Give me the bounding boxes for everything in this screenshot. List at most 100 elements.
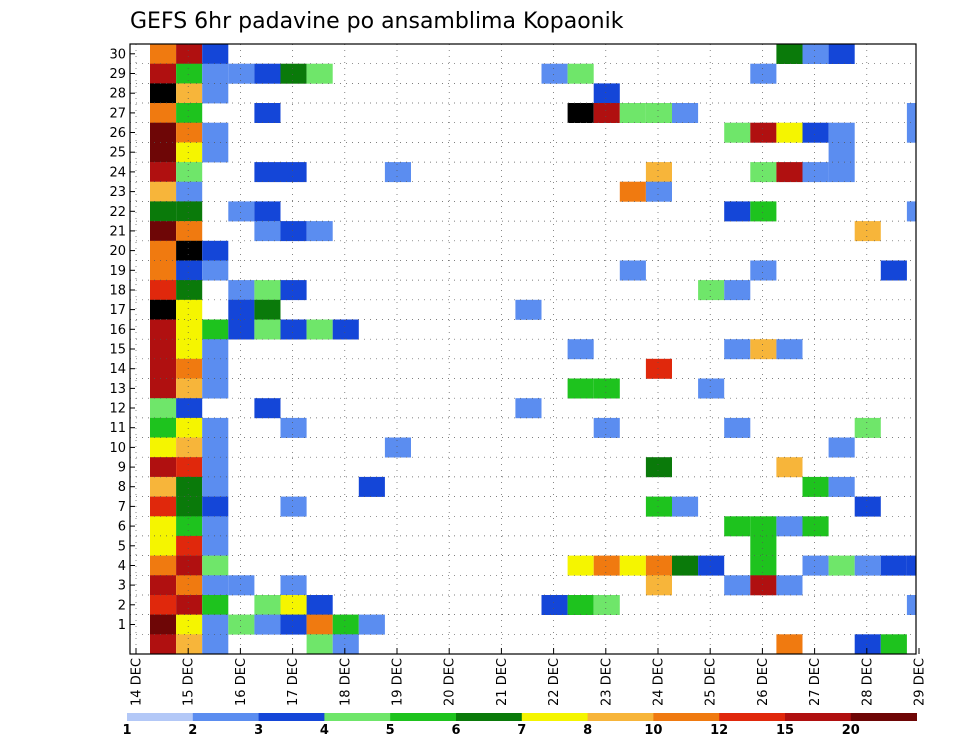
y-tick-label: 20 <box>109 244 126 259</box>
heatmap-cell <box>828 555 855 576</box>
heatmap-cell <box>176 634 203 655</box>
heatmap-cell <box>176 339 203 360</box>
heatmap-cell <box>150 437 177 458</box>
heatmap-cell <box>750 516 777 537</box>
heatmap-cell <box>750 122 777 143</box>
heatmap-cell <box>672 496 699 517</box>
y-tick-label: 27 <box>109 106 126 121</box>
y-tick-label: 8 <box>118 480 126 495</box>
heatmap-cell <box>202 358 229 379</box>
y-tick-label: 15 <box>109 343 126 358</box>
y-tick-label: 5 <box>118 539 126 554</box>
heatmap-cell <box>280 595 307 615</box>
heatmap-cell <box>176 319 203 340</box>
heatmap-cell <box>254 299 281 320</box>
heatmap-cell <box>880 634 907 655</box>
heatmap-cell <box>202 457 229 478</box>
heatmap-cell <box>645 555 672 576</box>
x-tick-label: 19 DEC <box>391 658 406 706</box>
heatmap-cell <box>776 516 803 537</box>
heatmap-cell <box>228 319 255 340</box>
heatmap-cell <box>802 516 829 537</box>
heatmap-cell <box>176 595 203 615</box>
heatmap-cell <box>750 162 777 183</box>
heatmap-cell <box>828 162 855 183</box>
y-tick-label: 22 <box>109 205 126 220</box>
heatmap-cell <box>541 595 568 615</box>
heatmap-cell <box>150 378 177 399</box>
heatmap-cell <box>854 634 881 655</box>
heatmap-cell <box>254 201 281 222</box>
heatmap-cell <box>384 437 411 458</box>
heatmap-cell <box>150 103 177 123</box>
x-tick-label: 16 DEC <box>234 658 249 706</box>
heatmap-cell <box>176 103 203 123</box>
heatmap-cell <box>254 398 281 419</box>
heatmap-cell <box>176 437 203 458</box>
heatmap-cell <box>176 358 203 379</box>
x-tick-label: 25 DEC <box>704 658 719 706</box>
y-tick-label: 9 <box>118 461 126 476</box>
heatmap-cell <box>698 555 725 576</box>
heatmap-cell <box>828 44 855 64</box>
heatmap-cell <box>176 221 203 242</box>
heatmap-cell <box>150 142 177 163</box>
heatmap-cell <box>150 63 177 84</box>
heatmap-cell <box>176 555 203 576</box>
heatmap-cell <box>202 496 229 517</box>
heatmap-cell <box>880 260 907 281</box>
y-tick-label: 3 <box>118 579 126 594</box>
heatmap-cell <box>776 44 803 64</box>
heatmap-cell <box>280 63 307 84</box>
colorbar-label: 10 <box>644 723 662 738</box>
y-tick-label: 7 <box>118 500 126 515</box>
y-tick-label: 4 <box>118 559 126 574</box>
heatmap-cell <box>280 319 307 340</box>
heatmap-cell <box>567 339 594 360</box>
colorbar-label: 8 <box>583 723 592 738</box>
heatmap-cell <box>567 63 594 84</box>
heatmap-cell <box>724 122 751 143</box>
x-tick-label: 26 DEC <box>756 658 771 706</box>
heatmap-cell <box>332 319 359 340</box>
heatmap-cell <box>645 162 672 183</box>
heatmap-cell <box>906 122 916 143</box>
heatmap-cell <box>176 122 203 143</box>
x-tick-label: 27 DEC <box>808 658 823 706</box>
y-tick-label: 6 <box>118 520 126 535</box>
heatmap-cell <box>515 398 542 419</box>
heatmap-cell <box>150 595 177 615</box>
heatmap-cell <box>202 260 229 281</box>
x-tick-label: 18 DEC <box>338 658 353 706</box>
heatmap-cell <box>150 221 177 242</box>
heatmap-cell <box>854 221 881 242</box>
heatmap-cell <box>202 240 229 261</box>
y-tick-label: 1 <box>118 618 126 633</box>
heatmap-cell <box>802 44 829 64</box>
heatmap-cell <box>906 555 916 576</box>
heatmap-cell <box>280 162 307 183</box>
heatmap-cell <box>645 457 672 478</box>
heatmap-cell <box>828 476 855 497</box>
heatmap-cell <box>176 378 203 399</box>
heatmap-cell <box>750 260 777 281</box>
heatmap-cell <box>593 417 620 438</box>
y-tick-label: 18 <box>109 284 126 299</box>
heatmap-cell <box>150 260 177 281</box>
heatmap-cell <box>332 614 359 635</box>
heatmap-cell <box>906 201 916 222</box>
y-tick-label: 25 <box>109 146 126 161</box>
heatmap-cell <box>828 122 855 143</box>
heatmap-cell <box>150 457 177 478</box>
heatmap-cell <box>176 299 203 320</box>
heatmap-cell <box>567 555 594 576</box>
heatmap-cell <box>645 181 672 202</box>
heatmap-cell <box>906 595 916 615</box>
heatmap-cell <box>176 457 203 478</box>
colorbar-swatch <box>850 713 917 721</box>
heatmap-cell <box>202 339 229 360</box>
grid-lines <box>130 44 916 654</box>
x-tick-label: 14 DEC <box>130 658 145 706</box>
colorbar-label: 5 <box>386 723 395 738</box>
